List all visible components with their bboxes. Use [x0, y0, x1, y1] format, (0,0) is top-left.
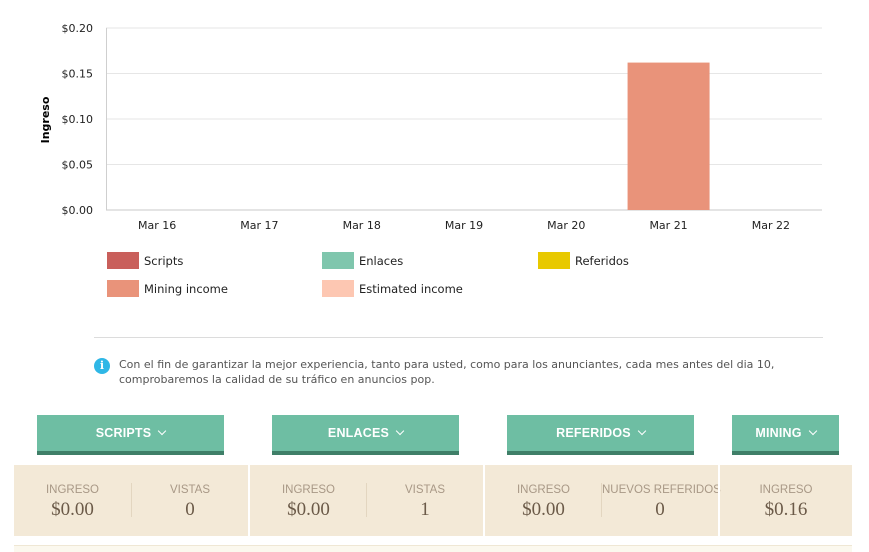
stat-label: INGRESO	[759, 484, 813, 496]
stat-referidos-new: NUEVOS REFERIDOS 0	[602, 465, 721, 536]
stat-value: 1	[420, 499, 430, 520]
legend-label-estimated-income: Estimated income	[359, 281, 463, 296]
stats-panel: INGRESO $0.00 VISTAS 0 INGRESO $0.00 VIS…	[14, 465, 852, 536]
tab-mining-label: MINING	[755, 426, 802, 440]
legend-swatch-enlaces	[322, 252, 354, 269]
legend-swatch-mining-income	[107, 280, 139, 297]
notice-text: Con el fin de garantizar la mejor experi…	[119, 358, 775, 386]
stat-enlaces-views: VISTAS 1	[367, 465, 483, 536]
chart-legend: Scripts Enlaces Referidos Mining income …	[0, 252, 869, 302]
legend-label-mining-income: Mining income	[144, 281, 228, 296]
bar-mining-income	[627, 62, 710, 210]
stat-label: VISTAS	[169, 484, 211, 496]
y-tick-label: $0.20	[62, 22, 94, 35]
stat-mining-income: INGRESO $0.16	[720, 465, 852, 536]
stat-value: 0	[655, 499, 665, 520]
traffic-quality-notice: i Con el fin de garantizar la mejor expe…	[94, 357, 794, 387]
info-icon: i	[94, 358, 110, 374]
y-tick-label: $0.05	[62, 159, 94, 172]
legend-label-referidos: Referidos	[575, 253, 629, 268]
stat-value: $0.00	[287, 499, 330, 520]
y-tick-label: $0.00	[62, 204, 94, 217]
stat-label: INGRESO	[516, 484, 571, 496]
legend-item-referidos[interactable]: Referidos	[538, 252, 629, 269]
y-axis-title: Ingreso	[39, 96, 52, 143]
y-tick-label: $0.15	[62, 68, 94, 81]
tab-enlaces[interactable]: ENLACES	[272, 415, 459, 455]
stat-label: INGRESO	[281, 484, 336, 496]
legend-swatch-referidos	[538, 252, 570, 269]
stat-group-divider	[248, 465, 250, 536]
x-tick-label: Mar 19	[445, 219, 483, 232]
x-tick-label: Mar 22	[752, 219, 790, 232]
stat-group-divider	[718, 465, 720, 536]
stat-scripts-views: VISTAS 0	[132, 465, 248, 536]
x-tick-label: Mar 20	[547, 219, 585, 232]
chevron-down-icon	[158, 426, 167, 436]
chevron-down-icon	[395, 426, 405, 436]
chevron-down-icon	[637, 426, 647, 436]
legend-item-mining-income[interactable]: Mining income	[107, 280, 228, 297]
stat-referidos-income: INGRESO $0.00	[485, 465, 602, 536]
legend-label-scripts: Scripts	[144, 253, 184, 268]
stat-value: $0.00	[522, 499, 565, 520]
stat-inner-divider	[366, 483, 367, 517]
y-tick-label: $0.10	[62, 113, 94, 126]
tab-referidos[interactable]: REFERIDOS	[507, 415, 694, 455]
tab-referidos-label: REFERIDOS	[556, 426, 631, 440]
x-tick-label: Mar 18	[343, 219, 381, 232]
tab-scripts[interactable]: SCRIPTS	[37, 415, 224, 455]
chevron-down-icon	[808, 426, 817, 436]
legend-item-estimated-income[interactable]: Estimated income	[322, 280, 463, 297]
legend-item-enlaces[interactable]: Enlaces	[322, 252, 403, 269]
stat-scripts-income: INGRESO $0.00	[14, 465, 131, 536]
x-tick-label: Mar 21	[649, 219, 687, 232]
x-tick-label: Mar 16	[138, 219, 176, 232]
stat-value: 0	[185, 499, 195, 520]
stat-label: INGRESO	[45, 484, 100, 496]
stat-value: $0.00	[51, 499, 94, 520]
stat-value: $0.16	[764, 499, 808, 520]
x-tick-label: Mar 17	[240, 219, 278, 232]
legend-swatch-estimated-income	[322, 280, 354, 297]
next-panel-edge	[14, 545, 852, 552]
tab-mining[interactable]: MINING	[732, 415, 839, 455]
stat-group-divider	[483, 465, 485, 536]
legend-swatch-scripts	[107, 252, 139, 269]
tab-enlaces-label: ENLACES	[327, 426, 390, 440]
stat-inner-divider	[131, 483, 132, 517]
stat-label: VISTAS	[404, 484, 446, 496]
stat-enlaces-income: INGRESO $0.00	[250, 465, 367, 536]
income-chart-svg: $0.00 $0.05 $0.10 $0.15 $0.20 Ingreso Mar 16 Ma…	[39, 22, 822, 232]
tab-scripts-label: SCRIPTS	[95, 426, 152, 440]
income-chart: $0.00 $0.05 $0.10 $0.15 $0.20 Ingreso Mar 16 Ma…	[0, 0, 869, 240]
stat-label: NUEVOS REFERIDOS	[602, 484, 721, 496]
section-divider	[94, 337, 823, 338]
legend-label-enlaces: Enlaces	[359, 253, 404, 268]
stat-inner-divider	[601, 483, 602, 517]
legend-item-scripts[interactable]: Scripts	[107, 252, 183, 269]
